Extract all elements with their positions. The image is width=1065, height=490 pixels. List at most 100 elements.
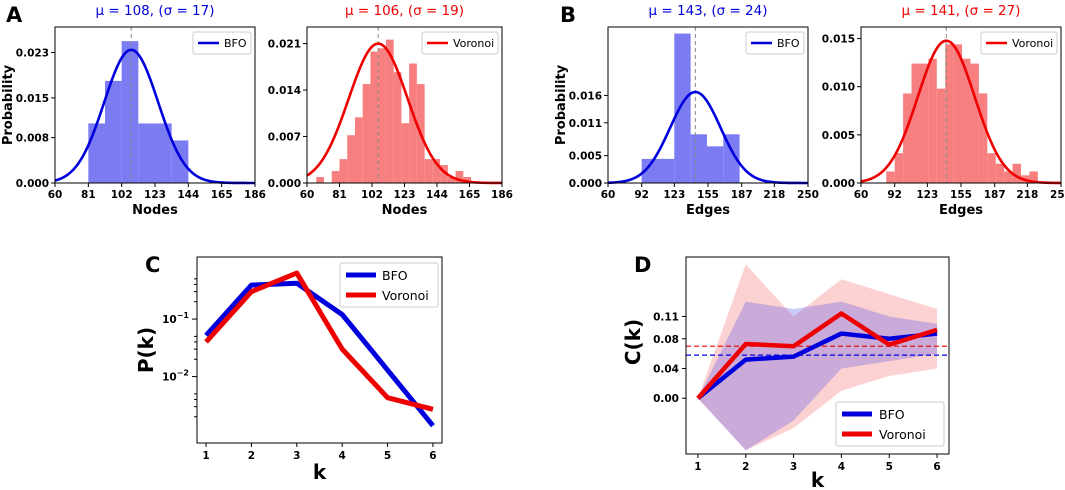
histogram-bar — [886, 171, 895, 183]
y-tick-label: 0.11 — [653, 311, 679, 323]
histogram-bar — [706, 146, 724, 183]
distribution-title: μ = 108, (σ = 17) — [96, 3, 215, 19]
x-tick-label: 60 — [854, 189, 869, 201]
x-tick-label: 165 — [211, 189, 233, 201]
x-tick-label: 81 — [81, 189, 96, 201]
y-tick-label-exp-1: 10−1 — [162, 311, 189, 326]
histogram-bar — [723, 134, 740, 183]
y-tick-label: 0.04 — [653, 364, 679, 376]
x-axis-label: k — [811, 468, 825, 490]
axes-frame — [685, 256, 950, 455]
x-tick-label: 123 — [394, 189, 416, 201]
legend-label: Voronoi — [453, 37, 494, 50]
y-tick-label: 0.023 — [16, 48, 49, 60]
distribution-title: μ = 143, (σ = 24) — [649, 3, 768, 19]
x-axis-label: Nodes — [382, 203, 428, 218]
distribution-title: μ = 141, (σ = 27) — [902, 3, 1021, 19]
histogram-bar — [409, 63, 417, 184]
y-tick-label: 0.015 — [16, 93, 49, 105]
x-tick-label: 123 — [144, 189, 166, 201]
x-tick-label: 187 — [731, 189, 753, 201]
legend-label: Voronoi — [1012, 37, 1053, 50]
x-axis-label: Nodes — [132, 203, 178, 218]
gaussian-fit-line — [607, 90, 809, 185]
y-tick-label: 0.015 — [822, 34, 855, 46]
x-tick-label: 4 — [339, 450, 346, 462]
legend-box — [980, 31, 1058, 55]
y-tick-label: 0.000 — [268, 178, 301, 190]
x-axis-label: Edges — [939, 203, 983, 218]
histogram-bar — [674, 33, 691, 183]
x-tick-label: 218 — [1016, 189, 1038, 201]
histogram-bar — [401, 123, 410, 183]
y-tick-label: 0.014 — [268, 85, 301, 97]
histogram-bar — [641, 158, 658, 183]
series-line-bfo — [204, 280, 435, 428]
x-tick-label: 1 — [694, 461, 701, 473]
histogram-bar — [1004, 171, 1013, 183]
panel-letter-d: D — [634, 253, 651, 277]
x-tick-label: 123 — [663, 189, 685, 201]
x-tick-label: 2 — [742, 461, 749, 473]
panel-letter-a: A — [6, 3, 23, 27]
y-tick-label-exp-2: 10−2 — [162, 369, 189, 384]
histogram-bar — [447, 177, 456, 183]
y-tick-label: 0.016 — [569, 90, 602, 102]
histogram-bar — [370, 51, 379, 183]
histogram-bar — [88, 123, 105, 183]
histogram-bar — [105, 80, 122, 183]
histogram-bar — [962, 58, 971, 183]
x-tick-label: 250 — [1050, 189, 1065, 201]
x-tick-label: 165 — [459, 189, 481, 201]
x-tick-label: 250 — [797, 189, 819, 201]
axes-frame — [196, 256, 443, 444]
panel-letter-c: C — [145, 253, 160, 277]
histogram-bar — [316, 177, 325, 183]
x-tick-label: 5 — [886, 461, 893, 473]
histogram-bar — [995, 163, 1005, 183]
x-tick-label: 218 — [763, 189, 785, 201]
x-tick-label: 60 — [601, 189, 616, 201]
legend-label: Voronoi — [879, 427, 926, 442]
legend-label: BFO — [224, 37, 247, 50]
x-tick-label: 186 — [244, 189, 266, 201]
distribution-title: μ = 106, (σ = 19) — [345, 3, 464, 19]
histogram-bar — [978, 93, 988, 183]
y-tick-label: 0.010 — [822, 82, 855, 94]
histogram-bar — [945, 44, 954, 184]
histogram-bar — [432, 159, 441, 183]
histogram-bar — [347, 135, 355, 183]
plots-layer: 60 81 102 123 144 165 1860.0000.0080.0150.023N… — [1, 3, 1065, 490]
histogram-bar — [440, 165, 448, 183]
y-tick-label: 0.000 — [569, 178, 602, 190]
histogram-bar — [690, 134, 707, 183]
line-panel-c: 10−1 10−2 1 2 3 4 5 6 k P(k) BFO Voronoi — [134, 256, 443, 484]
gaussian-fit-line — [860, 39, 1062, 185]
x-tick-label: 92 — [634, 189, 649, 201]
legend-box — [192, 31, 252, 55]
y-axis-label: Probability — [1, 64, 16, 145]
y-tick-label: 0.000 — [822, 178, 855, 190]
histogram-bar — [339, 159, 348, 183]
histogram-bar — [455, 171, 464, 183]
x-axis-label: k — [313, 460, 327, 484]
x-tick-label: 5 — [384, 450, 391, 462]
histogram-bar — [903, 93, 912, 183]
y-tick-label: 0.000 — [16, 178, 49, 190]
histogram-bar — [1029, 171, 1038, 183]
hist-panel-b1: 60 92 123 155 187 218 250 0.000 0.005 0.011 0.016 E… — [554, 3, 819, 218]
y-tick-label: 0.005 — [822, 130, 855, 142]
y-axis-label: P(k) — [134, 327, 158, 373]
histogram-bar — [953, 44, 963, 184]
line-panel-d: 0.00 0.04 0.08 0.11 1 2 3 4 5 6 k C(k) BFO Voronoi — [621, 256, 950, 490]
series-line-voronoi — [696, 311, 938, 400]
histogram-bar — [155, 123, 172, 183]
x-tick-label: 144 — [177, 189, 199, 201]
histogram-bar — [331, 171, 340, 183]
y-tick-label: 0.008 — [16, 133, 49, 145]
y-axis-label: C(k) — [621, 319, 645, 365]
x-tick-label: 6 — [429, 450, 436, 462]
gaussian-fit-line — [306, 42, 502, 185]
x-tick-label: 92 — [887, 189, 902, 201]
series-line-voronoi — [204, 270, 434, 412]
